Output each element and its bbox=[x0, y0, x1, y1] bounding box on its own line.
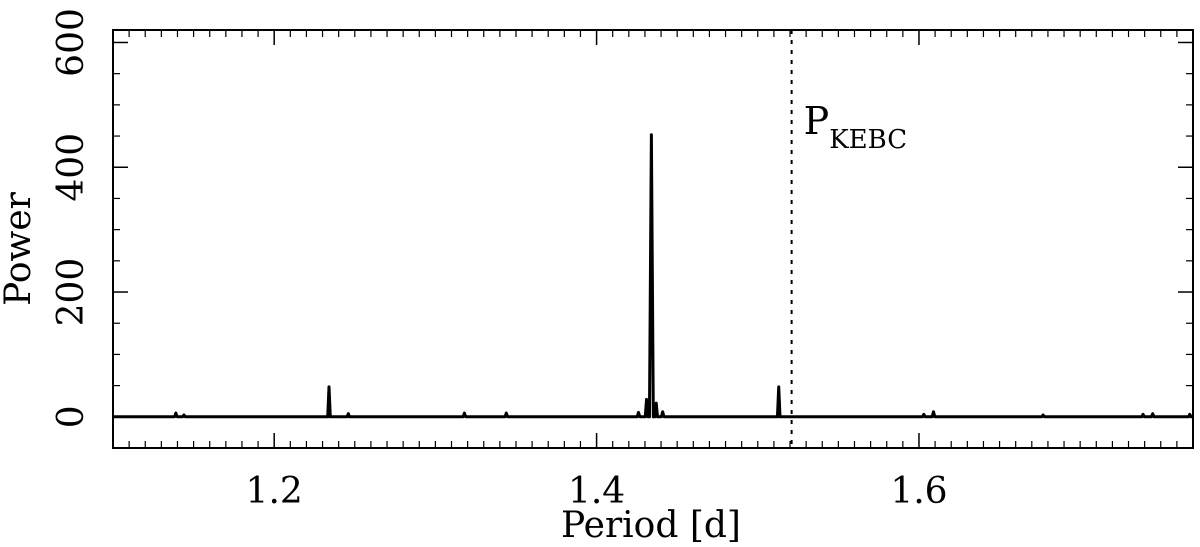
y-tick-label: 600 bbox=[51, 8, 92, 77]
x-axis-title: Period [d] bbox=[561, 505, 741, 546]
x-tick-label: 1.6 bbox=[890, 471, 947, 512]
labels-layer: 1.2 1.4 1.6 0 200 400 600 PKEBC bbox=[51, 8, 948, 512]
y-tick-label: 200 bbox=[51, 258, 92, 327]
plot-frame bbox=[112, 29, 1194, 449]
y-axis-title: Power bbox=[0, 191, 39, 306]
kebc-label-subscript: KEBC bbox=[829, 125, 907, 155]
power-series-line bbox=[113, 133, 1193, 419]
y-tick-label: 400 bbox=[51, 133, 92, 202]
x-tick-label: 1.4 bbox=[568, 471, 625, 512]
kebc-label-main: P bbox=[804, 99, 830, 143]
y-tick-label: 0 bbox=[51, 405, 92, 428]
kebc-period-label: PKEBC bbox=[804, 99, 907, 155]
x-tick-label: 1.2 bbox=[246, 471, 303, 512]
series-layer bbox=[113, 133, 1193, 419]
